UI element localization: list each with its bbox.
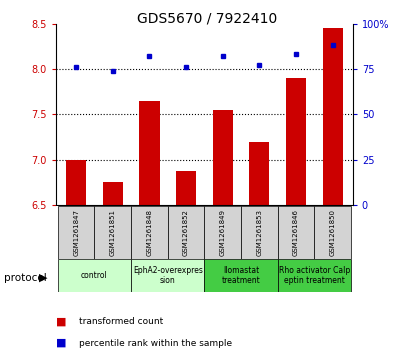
Text: GSM1261847: GSM1261847 <box>73 209 79 256</box>
Bar <box>205 206 241 260</box>
Text: Rho activator Calp
eptin treatment: Rho activator Calp eptin treatment <box>278 266 350 285</box>
Bar <box>58 206 95 260</box>
Text: GSM1261849: GSM1261849 <box>220 209 226 256</box>
Text: GSM1261851: GSM1261851 <box>110 209 116 256</box>
Bar <box>249 142 269 205</box>
Bar <box>286 78 306 205</box>
Text: Ilomastat
treatment: Ilomastat treatment <box>222 266 260 285</box>
Text: GSM1261850: GSM1261850 <box>330 209 336 256</box>
Text: GSM1261853: GSM1261853 <box>256 209 262 256</box>
Text: ■: ■ <box>56 316 66 326</box>
Bar <box>66 160 86 205</box>
Bar <box>322 28 343 205</box>
Text: transformed count: transformed count <box>79 317 163 326</box>
Text: GSM1261848: GSM1261848 <box>146 209 152 256</box>
Text: protocol: protocol <box>4 273 47 283</box>
Bar <box>95 206 131 260</box>
Text: ▶: ▶ <box>39 273 47 283</box>
Bar <box>131 206 168 260</box>
Text: ■: ■ <box>56 338 66 348</box>
Text: control: control <box>81 271 108 280</box>
Bar <box>314 206 351 260</box>
Text: percentile rank within the sample: percentile rank within the sample <box>79 339 232 347</box>
Text: GSM1261846: GSM1261846 <box>293 209 299 256</box>
Bar <box>131 259 205 292</box>
Bar <box>212 110 233 205</box>
Bar <box>241 206 278 260</box>
Bar <box>168 206 205 260</box>
Bar <box>205 259 278 292</box>
Bar <box>58 259 131 292</box>
Bar <box>139 101 159 205</box>
Bar <box>278 259 351 292</box>
Text: EphA2-overexpres
sion: EphA2-overexpres sion <box>133 266 203 285</box>
Text: GDS5670 / 7922410: GDS5670 / 7922410 <box>137 12 278 26</box>
Bar <box>103 183 123 205</box>
Text: GSM1261852: GSM1261852 <box>183 209 189 256</box>
Bar <box>176 171 196 205</box>
Bar <box>278 206 314 260</box>
